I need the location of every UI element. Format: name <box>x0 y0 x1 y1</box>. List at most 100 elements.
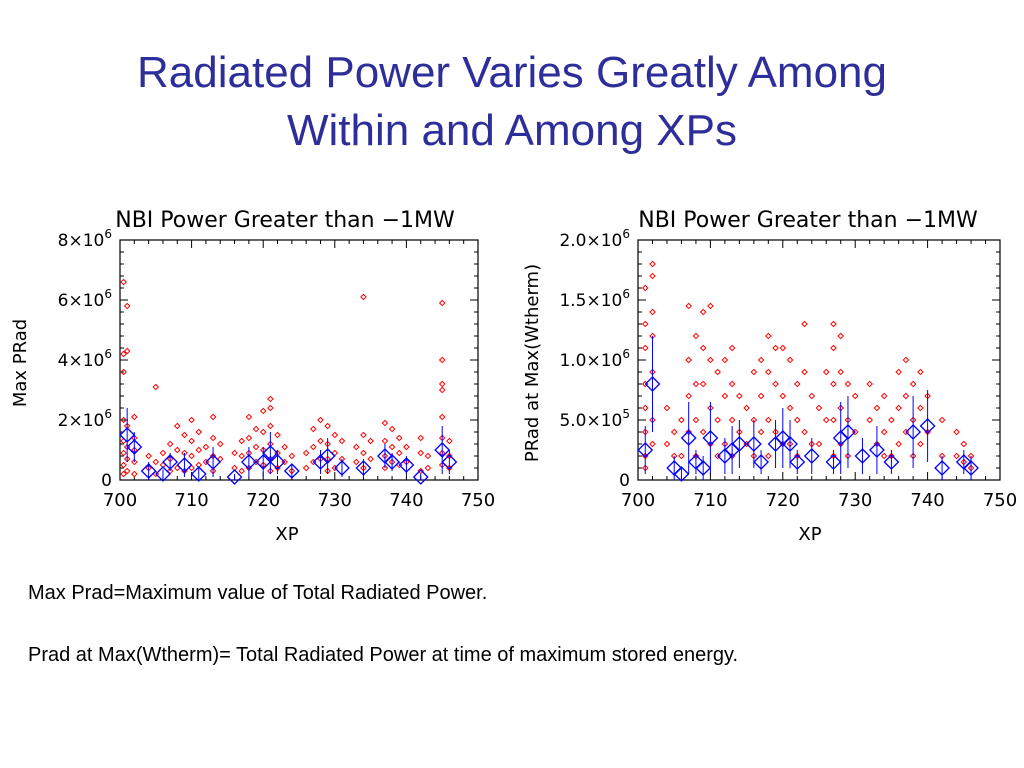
x-tick-label: 730 <box>838 490 872 511</box>
data-point <box>765 416 772 424</box>
mean-marker <box>155 466 171 482</box>
y-tick-label: 6×106 <box>58 287 112 311</box>
mean-marker <box>934 460 950 476</box>
data-point <box>721 392 729 400</box>
x-tick-label: 720 <box>766 490 800 511</box>
data-point <box>188 452 195 460</box>
chart-title: NBI Power Greater than −1MW <box>638 208 978 233</box>
x-tick-label: 710 <box>693 490 727 511</box>
data-point <box>123 302 131 310</box>
data-point <box>252 425 260 433</box>
data-point <box>837 368 845 376</box>
mean-marker <box>226 469 243 485</box>
mean-marker <box>262 445 279 461</box>
data-point <box>895 368 902 376</box>
data-point <box>120 350 127 358</box>
mean-marker <box>731 436 748 452</box>
y-tick-label: 4×106 <box>58 347 112 371</box>
data-point <box>352 458 360 466</box>
mean-markers <box>119 408 458 485</box>
data-point <box>259 428 267 436</box>
y-ticks: 0 5.0×105 1.0×106 1.5×106 2.0×106 <box>559 227 1000 491</box>
data-point <box>909 380 917 388</box>
data-point <box>895 404 902 412</box>
data-point <box>917 404 924 412</box>
data-point <box>195 446 203 454</box>
data-point <box>953 428 960 436</box>
mean-marker <box>789 454 806 470</box>
data-point <box>352 443 360 451</box>
data-point <box>895 440 902 448</box>
data-point <box>866 416 873 424</box>
data-point <box>641 320 649 328</box>
slide-title-line-1: Radiated Power Varies Greatly Among <box>137 48 887 97</box>
data-point <box>123 347 131 355</box>
y-axis-label: PRad at Max(Wtherm) <box>522 264 543 462</box>
mean-marker <box>673 466 690 482</box>
x-tick-label: 750 <box>983 490 1017 511</box>
data-point <box>181 431 188 439</box>
data-point <box>245 434 253 442</box>
data-point <box>417 434 425 442</box>
data-point <box>152 458 160 466</box>
data-point <box>238 467 246 475</box>
data-points <box>641 260 975 472</box>
data-point <box>202 443 210 451</box>
data-point <box>772 344 779 352</box>
data-point <box>310 425 317 433</box>
data-point <box>678 452 685 460</box>
data-point <box>830 380 837 388</box>
mean-marker <box>666 460 683 476</box>
mean-marker <box>384 454 400 470</box>
mean-marker <box>919 418 936 434</box>
data-point <box>438 413 446 421</box>
data-point <box>173 422 181 430</box>
data-point <box>360 431 367 439</box>
data-point <box>120 368 127 376</box>
x-axis-label: XP <box>798 524 821 545</box>
data-point <box>395 434 403 442</box>
mean-marker <box>162 454 179 470</box>
mean-marker <box>963 460 979 476</box>
mean-marker <box>695 460 712 476</box>
data-point <box>880 392 888 400</box>
slide-title-line-2: Within and Among XPs <box>286 106 737 155</box>
data-point <box>721 356 729 364</box>
plot-frame <box>637 239 1001 481</box>
data-point <box>714 368 721 376</box>
mean-marker <box>319 448 336 464</box>
data-point <box>195 428 203 436</box>
data-point <box>699 308 707 316</box>
mean-marker <box>255 454 272 470</box>
data-point <box>851 392 859 400</box>
data-point <box>649 260 656 268</box>
data-point <box>367 437 374 445</box>
data-point <box>728 416 736 424</box>
data-point <box>417 467 425 475</box>
data-point <box>424 452 432 460</box>
data-point <box>685 302 692 310</box>
mean-markers <box>637 336 979 482</box>
data-point <box>815 440 823 448</box>
data-point <box>917 368 924 376</box>
data-point <box>388 443 396 451</box>
data-point <box>123 467 131 475</box>
data-points <box>120 278 453 478</box>
data-point <box>707 356 714 364</box>
data-point <box>917 440 924 448</box>
mean-marker <box>782 436 798 452</box>
mean-marker <box>680 430 697 446</box>
y-tick-label: 2.0×106 <box>559 227 630 251</box>
data-point <box>641 344 649 352</box>
data-point <box>772 380 779 388</box>
data-point <box>685 392 692 400</box>
data-point <box>902 392 910 400</box>
mean-marker <box>434 442 451 458</box>
data-point <box>360 449 367 457</box>
data-point <box>736 392 743 400</box>
data-point <box>120 470 127 478</box>
data-point <box>649 308 656 316</box>
y-tick-label: 5.0×105 <box>559 407 630 431</box>
x-tick-label: 750 <box>461 490 495 511</box>
data-point <box>779 392 787 400</box>
